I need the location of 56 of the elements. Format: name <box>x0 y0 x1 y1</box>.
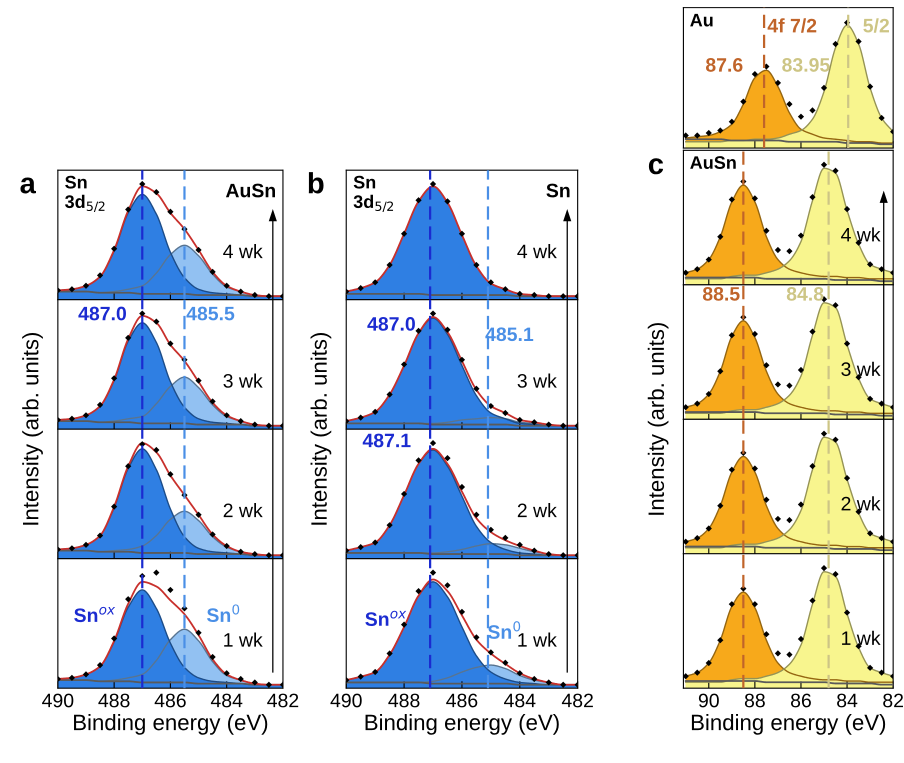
annotation: 3 wk <box>518 374 557 388</box>
x-tick-label: 86 <box>790 694 811 708</box>
x-tick-label: 482 <box>267 694 298 708</box>
annotation: 3 wk <box>223 374 263 388</box>
text: c <box>648 158 664 174</box>
annotation: 84.8 <box>786 287 824 301</box>
annotation: Sn 3d$_{5/2}$ <box>65 176 104 212</box>
y-axis-title: Intensity (arb. units) <box>310 332 332 525</box>
x-tick-label: 490 <box>42 694 74 708</box>
annotation: 1 wk <box>842 630 881 645</box>
annotation: AuSn <box>226 184 275 198</box>
annotation: 87.6 <box>706 58 742 72</box>
x-tick-label: 84 <box>837 694 858 708</box>
x-axis-title: Binding energy (eV) <box>74 714 268 735</box>
annotation: Sn$^{ox}$ <box>74 606 116 622</box>
annotation: 88.5 <box>702 287 740 301</box>
x-axis-title: Binding energy (eV) <box>692 714 886 735</box>
y-axis-title: Intensity (arb. units) <box>22 332 43 525</box>
annotation: 2 wk <box>224 503 263 518</box>
x-tick-label: 484 <box>210 694 242 708</box>
x-tick-label: 482 <box>562 694 593 708</box>
annotation: 83.95 <box>782 58 830 72</box>
x-tick-label: 82 <box>883 694 903 708</box>
text: b <box>308 172 324 194</box>
annotation: 487.0 <box>78 306 126 320</box>
x-tick-label: 484 <box>504 694 536 708</box>
x-tick-label: 488 <box>98 694 130 708</box>
annotation: 4 wk <box>223 244 263 258</box>
y-axis-title: Intensity (arb. units) <box>648 323 668 515</box>
annotation: 1 wk <box>224 632 263 647</box>
annotation: 4f 7/2 <box>768 18 816 33</box>
x-tick-label: 486 <box>154 694 186 708</box>
annotation: 487.0 <box>367 317 415 331</box>
x-tick-label: 490 <box>330 694 362 708</box>
annotation: 4 wk <box>517 244 557 258</box>
annotation: Sn <box>546 184 570 198</box>
annotation: 4 wk <box>841 227 881 242</box>
annotation: Au <box>690 14 713 27</box>
annotation: Sn$^{ox}$ <box>365 610 406 626</box>
annotation: 485.5 <box>186 306 234 320</box>
x-tick-label: 488 <box>388 694 420 708</box>
annotation: AuSn <box>690 156 736 169</box>
text: a <box>20 178 36 194</box>
annotation: 487.1 <box>362 434 411 448</box>
annotation: 5/2 <box>863 18 889 33</box>
annotation: 2 wk <box>518 503 557 518</box>
x-tick-label: 90 <box>698 694 719 708</box>
x-axis-title: Binding energy (eV) <box>366 714 559 735</box>
annotation: 2 wk <box>842 496 881 510</box>
annotation: 3 wk <box>841 362 881 376</box>
annotation: 1 wk <box>518 632 557 647</box>
annotation: 485.1 <box>485 327 534 342</box>
x-tick-label: 88 <box>744 694 765 708</box>
annotation: Sn$^{0}$ <box>206 604 240 622</box>
annotation: Sn 3d$_{5/2}$ <box>354 176 394 212</box>
x-tick-label: 486 <box>446 694 478 708</box>
